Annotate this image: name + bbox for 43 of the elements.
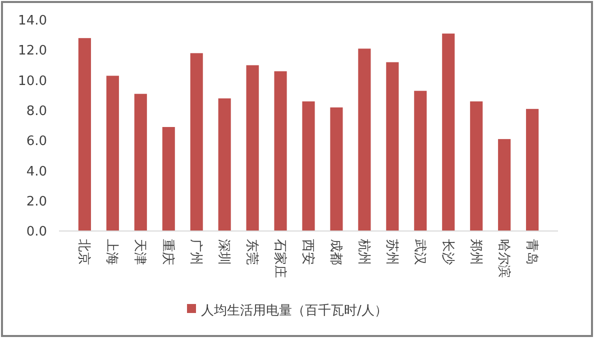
bar: [470, 101, 483, 231]
bar: [246, 65, 259, 231]
bar: [358, 48, 371, 231]
legend-label: 人均生活用电量（百千瓦时/人）: [201, 304, 388, 319]
x-tick-label: 青岛: [524, 239, 539, 265]
x-tick-label: 哈尔滨: [496, 239, 512, 278]
bar: [414, 90, 427, 231]
y-tick-label: 12.0: [18, 44, 47, 59]
x-tick-label: 西安: [300, 239, 316, 265]
x-tick-label: 苏州: [384, 239, 399, 265]
x-tick-label: 东莞: [244, 239, 259, 265]
x-tick-label: 长沙: [440, 239, 455, 265]
y-tick-label: 2.0: [26, 194, 47, 210]
bar: [106, 76, 119, 231]
bar: [190, 53, 203, 231]
x-tick-label: 武汉: [412, 239, 427, 265]
x-tick-label: 上海: [104, 239, 120, 265]
bar: [218, 98, 231, 231]
y-tick-label: 14.0: [18, 14, 47, 29]
y-tick-label: 0.0: [26, 224, 47, 240]
x-tick-label: 天津: [132, 239, 148, 265]
y-tick-label: 6.0: [26, 134, 47, 150]
bar: [302, 101, 315, 231]
x-tick-label: 石家庄: [272, 239, 288, 278]
bar: [134, 94, 147, 231]
x-tick-label: 北京: [76, 239, 92, 265]
y-tick-label: 4.0: [26, 164, 47, 180]
bar: [442, 34, 455, 231]
bar: [386, 62, 399, 231]
bar: [162, 127, 175, 231]
y-tick-label: 10.0: [18, 74, 47, 89]
bar: [526, 108, 539, 231]
y-tick-label: 8.0: [26, 104, 47, 119]
x-tick-label: 杭州: [356, 238, 371, 265]
bar: [274, 71, 287, 231]
bar: [498, 139, 511, 231]
bar: [78, 38, 91, 231]
x-tick-label: 深圳: [216, 239, 232, 265]
bar: [330, 107, 343, 231]
x-tick-label: 郑州: [468, 239, 483, 265]
x-tick-label: 广州: [188, 239, 204, 265]
x-tick-label: 成都: [328, 239, 343, 265]
x-tick-label: 重庆: [160, 239, 176, 265]
